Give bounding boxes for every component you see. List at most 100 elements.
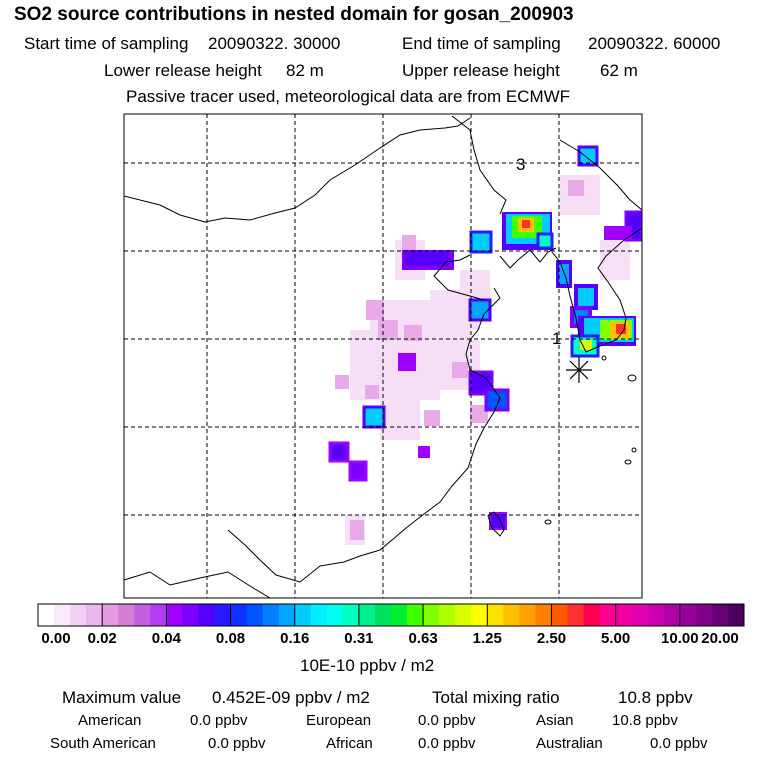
end-time-value: 20090322. 60000 [588, 34, 721, 53]
colorbar-segment [663, 604, 681, 626]
colorbar-segment [407, 604, 424, 626]
hotspot-purple-a [398, 353, 416, 371]
colorbar-segment [86, 604, 103, 626]
colorbar-segment [647, 604, 665, 626]
colorbar-segment [583, 604, 601, 626]
hotspot-shanghai [484, 388, 510, 412]
colorbar-segment [166, 604, 183, 626]
map-label-1: 1 [552, 329, 561, 348]
region-value: 10.8 ppbv [612, 712, 678, 729]
colorbar-tick-label: 0.16 [280, 630, 310, 647]
colorbar-tick-label: 0.63 [408, 630, 438, 647]
colorbar-segment [535, 604, 552, 626]
colorbar-segment [182, 604, 199, 626]
colorbar-tick-label: 10.00 [661, 630, 699, 647]
colorbar-tick-label: 0.00 [41, 630, 71, 647]
map-label-3: 3 [516, 155, 525, 174]
region-value: 0.0 ppbv [418, 735, 476, 752]
colorbar-segment [246, 604, 264, 626]
colorbar-segment [38, 604, 55, 626]
total-mixing-value: 10.8 ppbv [618, 688, 693, 707]
colorbar-segment [150, 604, 167, 626]
colorbar [37, 604, 745, 626]
colorbar-segment [599, 604, 617, 626]
region-name: African [326, 735, 373, 752]
region-name: European [306, 712, 372, 729]
colorbar-segment [503, 604, 520, 626]
colorbar-segment [615, 604, 633, 626]
lat-lon-grid [124, 114, 642, 598]
colorbar-segment [679, 604, 697, 626]
lower-height-value: 82 m [286, 61, 324, 80]
colorbar-segment [487, 604, 504, 626]
colorbar-segment [455, 604, 472, 626]
colorbar-segment [326, 604, 344, 626]
upper-height-value: 62 m [600, 61, 638, 80]
colorbar-segment [262, 604, 280, 626]
region-value: 0.0 ppbv [650, 735, 708, 752]
colorbar-segment [102, 604, 119, 626]
colorbar-segment [631, 604, 649, 626]
colorbar-segment [198, 604, 215, 626]
colorbar-segment [391, 604, 408, 626]
colorbar-segment [358, 604, 376, 626]
colorbar-segment [342, 604, 360, 626]
region-name: Asian [536, 712, 574, 729]
colorbar-tick-label: 0.04 [151, 630, 181, 647]
total-mixing-label: Total mixing ratio [432, 688, 560, 707]
hotspot-purple-e [418, 446, 430, 458]
colorbar-segment [727, 604, 745, 626]
hotspot-cluster-dalian [502, 212, 554, 250]
hotspot-blue-b [577, 145, 599, 167]
lower-height-label: Lower release height [104, 61, 262, 80]
colorbar-unit: 10E-10 ppbv / m2 [300, 656, 435, 675]
chart-title: SO2 source contributions in nested domai… [14, 4, 574, 25]
receptor-star-icon [566, 357, 592, 383]
colorbar-tick-label: 0.31 [344, 630, 374, 647]
colorbar-tick-label: 1.25 [472, 630, 502, 647]
hotspot-purple-d [348, 460, 368, 482]
colorbar-segment [567, 604, 585, 626]
colorbar-tick-label: 5.00 [601, 630, 631, 647]
colorbar-segment [294, 604, 312, 626]
region-name: South American [50, 735, 156, 752]
colorbar-segment [214, 604, 232, 626]
colorbar-tick-label: 2.50 [536, 630, 567, 647]
region-value: 0.0 ppbv [208, 735, 266, 752]
colorbar-segment [551, 604, 568, 626]
colorbar-segment [310, 604, 328, 626]
islands [544, 355, 637, 525]
colorbar-segment [471, 604, 488, 626]
start-time-value: 20090322. 30000 [208, 34, 341, 53]
colorbar-segment [711, 604, 729, 626]
max-value-label: Maximum value [62, 688, 182, 707]
colorbar-segment [519, 604, 536, 626]
colorbar-segment [230, 604, 248, 626]
colorbar-segment [70, 604, 87, 626]
coastlines [124, 115, 642, 598]
region-value: 0.0 ppbv [190, 712, 248, 729]
start-time-label: Start time of sampling [24, 34, 189, 53]
upper-height-label: Upper release height [402, 61, 560, 80]
colorbar-segment [134, 604, 151, 626]
hotspot-blue-d [362, 405, 386, 429]
hotspot-blue-c [468, 298, 492, 322]
colorbar-tick-label: 0.02 [87, 630, 117, 647]
colorbar-frame [37, 603, 745, 627]
region-name: Australian [536, 735, 603, 752]
colorbar-segment [278, 604, 296, 626]
hotspot-purple-c [328, 441, 350, 463]
colorbar-segment [695, 604, 713, 626]
colorbar-tick-label: 20.00 [701, 630, 739, 647]
colorbar-segment [54, 604, 71, 626]
colorbar-segment [423, 604, 440, 626]
max-value: 0.452E-09 ppbv / m2 [212, 688, 370, 707]
colorbar-segment [118, 604, 135, 626]
colorbar-segment [439, 604, 456, 626]
tracer-note: Passive tracer used, meteorological data… [126, 87, 571, 106]
end-time-label: End time of sampling [402, 34, 561, 53]
colorbar-tick-label: 0.08 [215, 630, 246, 647]
region-value: 0.0 ppbv [418, 712, 476, 729]
region-name: American [78, 712, 142, 729]
